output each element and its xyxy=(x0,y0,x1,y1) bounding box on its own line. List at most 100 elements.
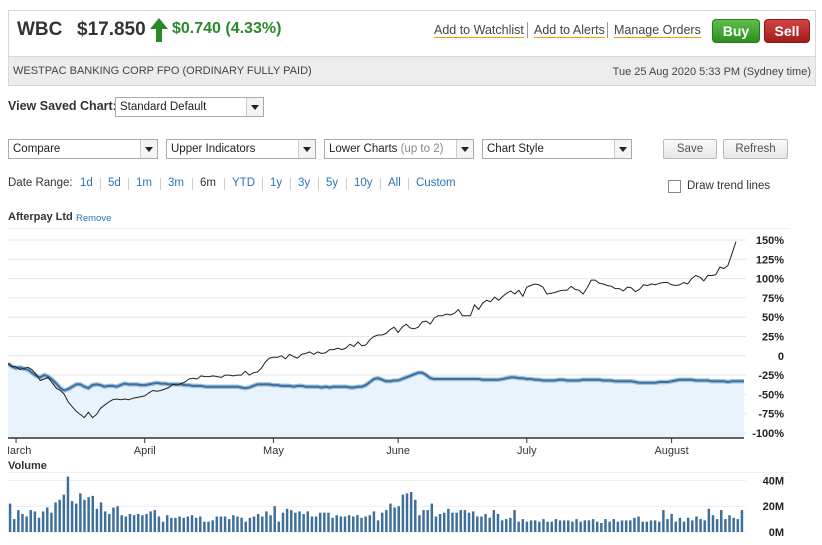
range-3y[interactable]: 3y xyxy=(298,177,311,189)
y-tick-label: -50% xyxy=(758,389,784,401)
draw-trend-lines-checkbox[interactable] xyxy=(668,180,681,193)
range-3m[interactable]: 3m xyxy=(168,177,184,189)
volume-bar xyxy=(567,520,570,532)
volume-bar xyxy=(186,516,190,532)
volume-bar xyxy=(211,520,214,532)
volume-bar xyxy=(285,508,289,532)
volume-bar xyxy=(711,515,715,532)
range-ytd[interactable]: YTD xyxy=(232,177,255,189)
upper-indicators-select[interactable]: Upper Indicators xyxy=(166,139,316,159)
y-tick-label: -100% xyxy=(752,428,784,440)
volume-bar xyxy=(190,515,194,532)
range-divider xyxy=(346,178,347,190)
x-tick-label: May xyxy=(263,445,284,457)
range-divider xyxy=(192,178,193,190)
volume-bar xyxy=(120,515,123,532)
manage-orders-link[interactable]: Manage Orders xyxy=(614,23,701,38)
add-to-alerts-link[interactable]: Add to Alerts xyxy=(534,23,605,38)
volume-bar xyxy=(629,520,632,532)
volume-chart[interactable]: 40M 20M 0M xyxy=(8,472,790,536)
volume-bar xyxy=(103,511,107,532)
volume-bar xyxy=(91,495,94,532)
volume-bar xyxy=(99,502,103,532)
add-to-watchlist-link[interactable]: Add to Watchlist xyxy=(434,23,524,38)
chart-style-select[interactable]: Chart Style xyxy=(482,139,632,159)
lower-charts-label: Lower Charts xyxy=(329,143,398,155)
volume-bar xyxy=(699,519,702,532)
volume-bar xyxy=(538,521,541,532)
range-custom[interactable]: Custom xyxy=(416,177,456,189)
sell-button[interactable]: Sell xyxy=(764,19,810,43)
x-tick-label: June xyxy=(386,445,410,457)
saved-chart-value: Standard Default xyxy=(120,101,207,113)
remove-compare-link[interactable]: Remove xyxy=(76,213,112,224)
volume-bar xyxy=(182,517,185,532)
volume-bar xyxy=(199,516,202,532)
volume-bar xyxy=(145,514,148,532)
volume-bar xyxy=(637,516,640,532)
volume-bar xyxy=(389,503,392,532)
save-button[interactable]: Save xyxy=(663,139,717,159)
price-chart[interactable]: 150% 125% 100% 75% 50% 25% 0 -25% -50% -75% -100% M… xyxy=(8,228,790,458)
range-all[interactable]: All xyxy=(388,177,401,189)
volume-tick-label: 0M xyxy=(769,527,784,536)
volume-bar xyxy=(476,516,479,532)
volume-bar xyxy=(686,517,690,532)
volume-bar xyxy=(496,514,500,532)
volume-bar xyxy=(161,521,165,532)
volume-bar xyxy=(595,521,599,532)
volume-bar xyxy=(8,503,12,532)
saved-chart-select[interactable]: Standard Default xyxy=(115,97,264,117)
volume-bar xyxy=(525,521,529,532)
compare-select[interactable]: Compare xyxy=(8,139,158,159)
security-info-bar: WESTPAC BANKING CORP FPO (ORDINARY FULLY… xyxy=(8,56,816,86)
range-5y[interactable]: 5y xyxy=(326,177,339,189)
volume-bar xyxy=(728,515,731,532)
volume-bar xyxy=(624,520,628,532)
chart-style-label: Chart Style xyxy=(487,143,544,155)
volume-bar xyxy=(256,514,260,532)
x-tick-label: April xyxy=(134,445,156,457)
volume-bar xyxy=(290,510,293,532)
range-1y[interactable]: 1y xyxy=(270,177,283,189)
volume-bar xyxy=(343,516,347,532)
volume-bar xyxy=(165,515,169,532)
volume-bar xyxy=(430,503,434,532)
volume-bar xyxy=(641,521,644,532)
range-10y[interactable]: 10y xyxy=(354,177,373,189)
refresh-button[interactable]: Refresh xyxy=(723,139,788,159)
volume-bar xyxy=(339,516,343,532)
volume-bar xyxy=(306,511,310,532)
volume-bar xyxy=(128,514,132,532)
volume-bar xyxy=(141,515,144,532)
volume-bar xyxy=(645,521,649,532)
volume-bar xyxy=(604,519,607,532)
volume-bar xyxy=(219,516,223,532)
volume-label: Volume xyxy=(8,460,47,472)
volume-bar xyxy=(331,517,334,532)
volume-bar xyxy=(471,511,475,532)
range-divider xyxy=(100,178,101,190)
volume-bar xyxy=(376,520,380,532)
x-tick-label: July xyxy=(517,445,537,457)
volume-bar xyxy=(207,521,210,532)
lower-charts-select[interactable]: Lower Charts (up to 2) xyxy=(324,139,474,159)
volume-bar xyxy=(529,520,533,532)
buy-button[interactable]: Buy xyxy=(712,19,760,43)
volume-bar xyxy=(405,493,409,532)
x-tick-label: August xyxy=(654,445,688,457)
volume-bar xyxy=(240,517,243,532)
range-1d[interactable]: 1d xyxy=(80,177,93,189)
wbc-series-line xyxy=(8,362,744,392)
volume-bar xyxy=(352,516,355,532)
volume-bar xyxy=(414,499,417,532)
range-5d[interactable]: 5d xyxy=(108,177,121,189)
link-divider xyxy=(527,22,528,38)
range-1m[interactable]: 1m xyxy=(136,177,152,189)
range-6m[interactable]: 6m xyxy=(200,177,216,189)
range-divider xyxy=(262,178,263,190)
volume-bar xyxy=(401,494,405,532)
volume-bar xyxy=(546,521,549,532)
volume-bar xyxy=(215,516,219,532)
volume-bar xyxy=(170,517,173,532)
